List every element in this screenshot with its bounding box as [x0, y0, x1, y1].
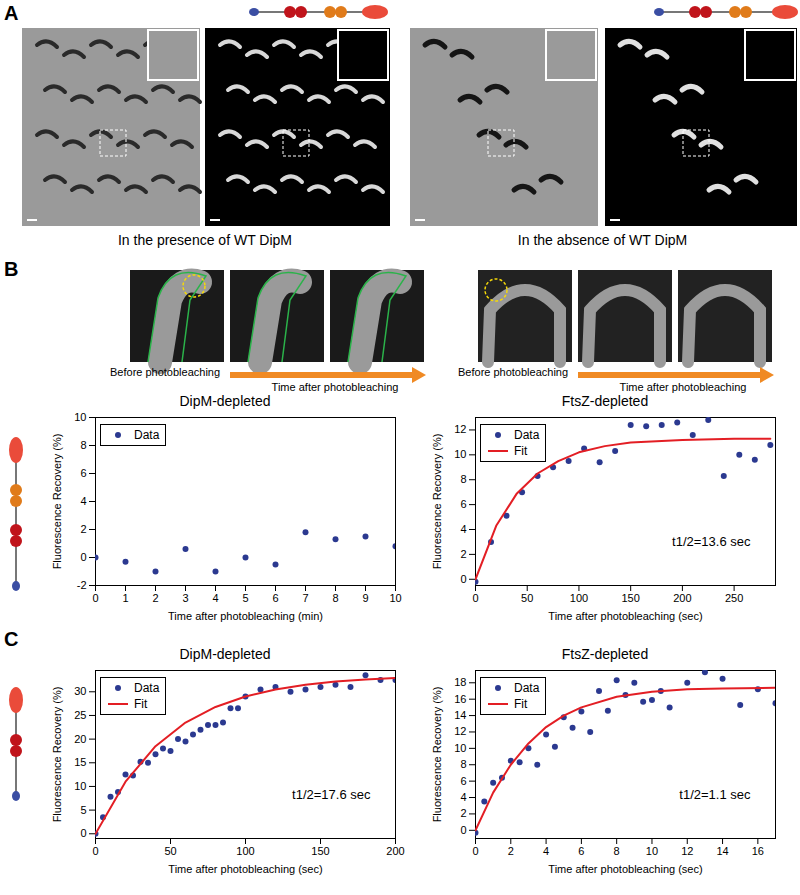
svg-text:30: 30: [74, 685, 86, 697]
svg-text:0: 0: [472, 592, 478, 604]
svg-text:2: 2: [152, 592, 158, 604]
html-text:In the absence of WT DipM: In the absence of WT DipM: [517, 232, 688, 248]
svg-text:4: 4: [460, 791, 466, 803]
svg-text:t1/2=17.6 sec: t1/2=17.6 sec: [292, 787, 371, 802]
svg-text:8: 8: [332, 592, 338, 604]
html-text:Fit: Fit: [514, 444, 528, 458]
svg-text:0: 0: [92, 592, 98, 604]
svg-text:Fluorescence Recovery (%): Fluorescence Recovery (%): [431, 434, 443, 570]
svg-text:10: 10: [74, 780, 86, 792]
svg-text:8: 8: [460, 473, 466, 485]
svg-text:-2: -2: [77, 579, 87, 591]
html-text:Data: Data: [134, 428, 160, 442]
html-text:Before photobleaching: Before photobleaching: [110, 366, 221, 378]
svg-text:0: 0: [472, 845, 478, 857]
html-text:Time after photobleaching: Time after photobleaching: [619, 381, 747, 393]
html-text:C: C: [4, 628, 19, 650]
html-text:B: B: [4, 258, 19, 280]
svg-text:Time after photobleaching (sec: Time after photobleaching (sec): [168, 863, 322, 875]
svg-text:6: 6: [460, 775, 466, 787]
svg-text:Time after photobleaching (sec: Time after photobleaching (sec): [548, 610, 702, 622]
svg-text:10: 10: [454, 448, 466, 460]
html-text:FtsZ-depleted: FtsZ-depleted: [561, 646, 649, 662]
svg-text:4: 4: [212, 592, 218, 604]
svg-text:Fluorescence Recovery (%): Fluorescence Recovery (%): [431, 687, 443, 823]
svg-text:7: 7: [302, 592, 308, 604]
html-text:Fit: Fit: [134, 697, 148, 711]
svg-text:6: 6: [272, 592, 278, 604]
svg-text:4: 4: [80, 495, 86, 507]
svg-text:6: 6: [460, 498, 466, 510]
svg-text:250: 250: [725, 592, 743, 604]
svg-text:12: 12: [681, 845, 693, 857]
svg-text:2: 2: [80, 523, 86, 535]
svg-text:0: 0: [80, 551, 86, 563]
svg-text:18: 18: [454, 676, 466, 688]
svg-text:2: 2: [508, 845, 514, 857]
html-text:Fit: Fit: [514, 697, 528, 711]
svg-text:2: 2: [460, 548, 466, 560]
html-text:DipM-depleted: DipM-depleted: [179, 646, 271, 662]
svg-text:0: 0: [92, 845, 98, 857]
svg-text:3: 3: [182, 592, 188, 604]
html-text:Time after photobleaching: Time after photobleaching: [271, 381, 399, 393]
svg-text:25: 25: [74, 709, 86, 721]
svg-text:150: 150: [311, 845, 329, 857]
svg-text:Time after photobleaching (min: Time after photobleaching (min): [168, 610, 323, 622]
svg-text:10: 10: [646, 845, 658, 857]
svg-text:200: 200: [386, 845, 404, 857]
svg-text:Time after photobleaching (sec: Time after photobleaching (sec): [548, 863, 702, 875]
svg-text:16: 16: [752, 845, 764, 857]
svg-text:12: 12: [454, 423, 466, 435]
svg-text:5: 5: [242, 592, 248, 604]
svg-text:15: 15: [74, 756, 86, 768]
svg-text:14: 14: [454, 709, 466, 721]
svg-text:150: 150: [621, 592, 639, 604]
svg-text:t1/2=1.1 sec: t1/2=1.1 sec: [679, 787, 751, 802]
svg-text:16: 16: [454, 693, 466, 705]
svg-text:8: 8: [80, 439, 86, 451]
svg-text:100: 100: [236, 845, 254, 857]
svg-text:4: 4: [460, 523, 466, 535]
html-text:Data: Data: [514, 681, 540, 695]
html-text:Data: Data: [514, 428, 540, 442]
svg-text:200: 200: [673, 592, 691, 604]
svg-text:10: 10: [389, 592, 401, 604]
html-text:Data: Data: [134, 681, 160, 695]
svg-text:14: 14: [716, 845, 728, 857]
svg-text:9: 9: [362, 592, 368, 604]
svg-text:10: 10: [454, 742, 466, 754]
svg-text:12: 12: [454, 725, 466, 737]
svg-text:50: 50: [521, 592, 533, 604]
svg-text:Fluorescence Recovery (%): Fluorescence Recovery (%): [51, 687, 63, 823]
svg-text:8: 8: [460, 758, 466, 770]
svg-text:t1/2=13.6 sec: t1/2=13.6 sec: [672, 534, 751, 549]
html-text:Before photobleaching: Before photobleaching: [458, 366, 569, 378]
svg-text:4: 4: [543, 845, 549, 857]
svg-text:0: 0: [460, 573, 466, 585]
svg-text:1: 1: [122, 592, 128, 604]
svg-text:8: 8: [614, 845, 620, 857]
html-text:In the presence of WT DipM: In the presence of WT DipM: [118, 232, 292, 248]
svg-text:0: 0: [460, 824, 466, 836]
svg-text:50: 50: [164, 845, 176, 857]
svg-text:Fluorescence Recovery (%): Fluorescence Recovery (%): [51, 434, 63, 570]
svg-text:10: 10: [74, 411, 86, 423]
svg-text:6: 6: [80, 467, 86, 479]
svg-text:100: 100: [570, 592, 588, 604]
svg-text:5: 5: [80, 804, 86, 816]
html-text:DipM-depleted: DipM-depleted: [179, 393, 271, 409]
html-text:FtsZ-depleted: FtsZ-depleted: [561, 393, 649, 409]
svg-text:20: 20: [74, 733, 86, 745]
svg-text:0: 0: [80, 827, 86, 839]
html-text:A: A: [4, 2, 19, 24]
svg-text:2: 2: [460, 807, 466, 819]
svg-text:6: 6: [578, 845, 584, 857]
